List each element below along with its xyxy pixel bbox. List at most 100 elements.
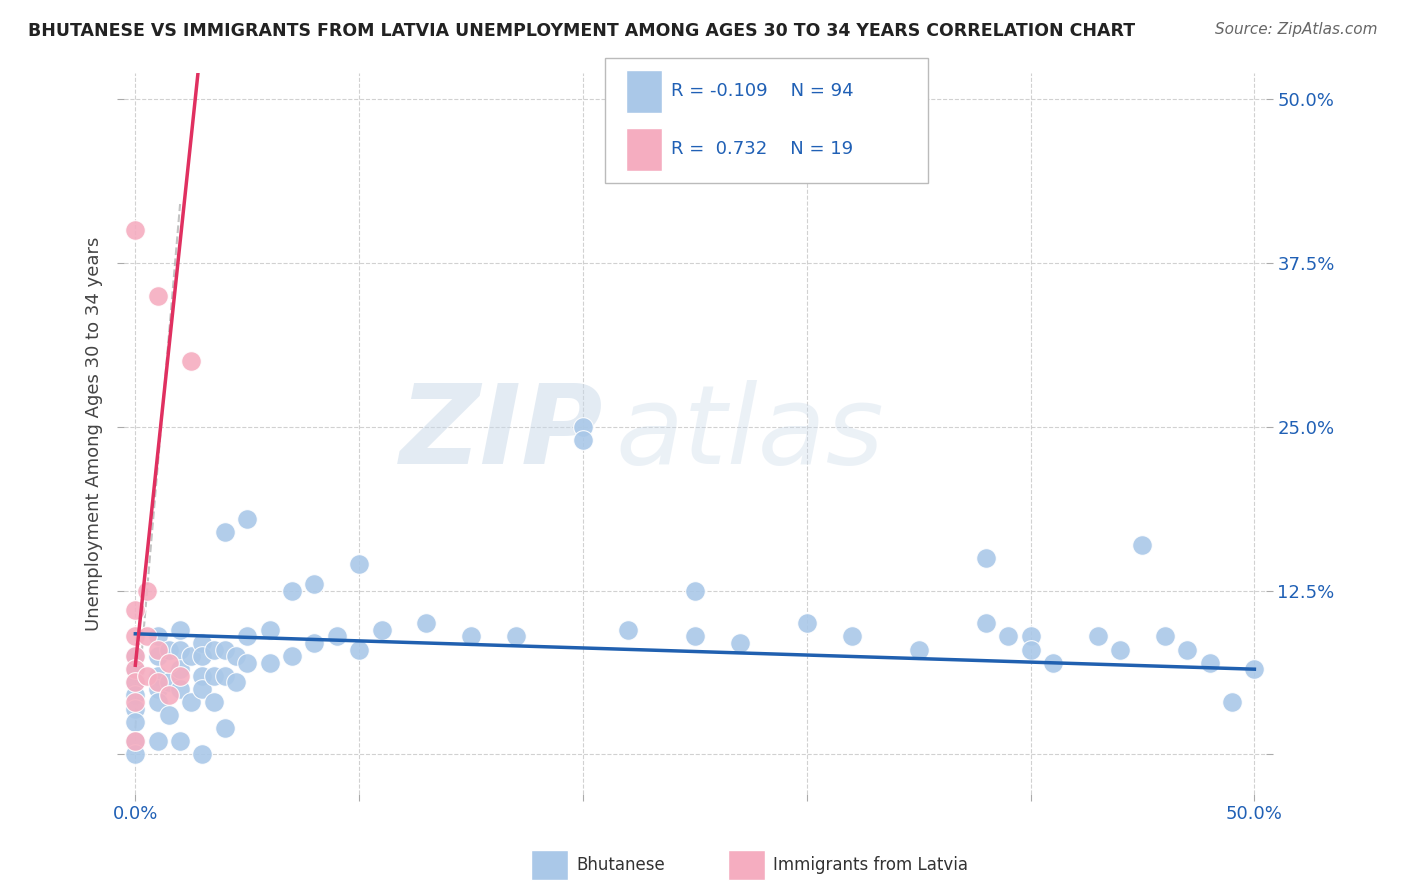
Point <box>259 623 281 637</box>
Point <box>214 524 236 539</box>
Point <box>124 734 146 748</box>
Point <box>169 734 191 748</box>
Point <box>974 616 997 631</box>
Point <box>572 433 595 447</box>
Point <box>236 629 259 643</box>
Text: Bhutanese: Bhutanese <box>576 856 665 874</box>
Point <box>728 636 751 650</box>
Point <box>124 714 146 729</box>
Point <box>1198 656 1220 670</box>
Point <box>124 662 146 676</box>
Point <box>281 649 304 664</box>
Point <box>124 629 146 643</box>
Text: R =  0.732    N = 19: R = 0.732 N = 19 <box>671 140 853 159</box>
Point <box>236 511 259 525</box>
Point <box>146 675 169 690</box>
Text: R = -0.109    N = 94: R = -0.109 N = 94 <box>671 82 853 101</box>
Point <box>169 662 191 676</box>
Point <box>146 629 169 643</box>
Point <box>1109 642 1132 657</box>
Point <box>146 669 169 683</box>
Text: Immigrants from Latvia: Immigrants from Latvia <box>773 856 969 874</box>
Point <box>907 642 929 657</box>
Point <box>214 642 236 657</box>
Point <box>180 354 202 368</box>
Point <box>460 629 482 643</box>
Point <box>1220 695 1243 709</box>
Point <box>572 419 595 434</box>
Point <box>157 656 180 670</box>
Point <box>191 636 214 650</box>
Point <box>259 656 281 670</box>
Point <box>157 689 180 703</box>
Point <box>841 629 863 643</box>
Point <box>191 681 214 696</box>
Point <box>180 649 202 664</box>
Point <box>135 669 157 683</box>
Point <box>1153 629 1175 643</box>
Point <box>225 675 247 690</box>
Point <box>1042 656 1064 670</box>
Point <box>225 649 247 664</box>
Point <box>146 289 169 303</box>
Point <box>135 629 157 643</box>
Point <box>347 558 370 572</box>
Point <box>124 689 146 703</box>
Point <box>347 642 370 657</box>
Point <box>683 583 706 598</box>
Point <box>1019 629 1042 643</box>
Point <box>202 695 225 709</box>
Point <box>974 550 997 565</box>
Text: BHUTANESE VS IMMIGRANTS FROM LATVIA UNEMPLOYMENT AMONG AGES 30 TO 34 YEARS CORRE: BHUTANESE VS IMMIGRANTS FROM LATVIA UNEM… <box>28 22 1135 40</box>
Point <box>304 636 326 650</box>
Point <box>169 669 191 683</box>
Point <box>214 721 236 735</box>
Point <box>180 695 202 709</box>
Point <box>1243 662 1265 676</box>
Point <box>124 734 146 748</box>
Point <box>146 734 169 748</box>
Point <box>505 629 527 643</box>
Point <box>124 662 146 676</box>
Point <box>1132 538 1154 552</box>
Point <box>124 649 146 664</box>
Point <box>146 642 169 657</box>
Point <box>202 669 225 683</box>
Point <box>157 642 180 657</box>
Point <box>415 616 437 631</box>
Point <box>1019 642 1042 657</box>
Point <box>169 623 191 637</box>
Point <box>124 603 146 617</box>
Point <box>191 649 214 664</box>
Point <box>124 695 146 709</box>
Text: ZIP: ZIP <box>401 380 603 487</box>
Point <box>304 577 326 591</box>
Point <box>135 583 157 598</box>
Point <box>169 642 191 657</box>
Text: atlas: atlas <box>614 380 883 487</box>
Point <box>214 669 236 683</box>
Point <box>370 623 392 637</box>
Point <box>616 623 638 637</box>
Point <box>124 701 146 715</box>
Point <box>146 681 169 696</box>
Point <box>1175 642 1198 657</box>
Point <box>191 747 214 762</box>
Point <box>1087 629 1109 643</box>
Point <box>157 675 180 690</box>
Point <box>146 649 169 664</box>
Point <box>124 223 146 237</box>
Y-axis label: Unemployment Among Ages 30 to 34 years: Unemployment Among Ages 30 to 34 years <box>86 236 103 631</box>
Point <box>281 583 304 598</box>
Point <box>796 616 818 631</box>
Point <box>146 695 169 709</box>
Point <box>191 669 214 683</box>
Point <box>997 629 1019 643</box>
Point <box>124 675 146 690</box>
Point <box>236 656 259 670</box>
Point <box>124 747 146 762</box>
Point <box>169 681 191 696</box>
Point <box>124 675 146 690</box>
Point <box>683 629 706 643</box>
Point <box>157 708 180 723</box>
